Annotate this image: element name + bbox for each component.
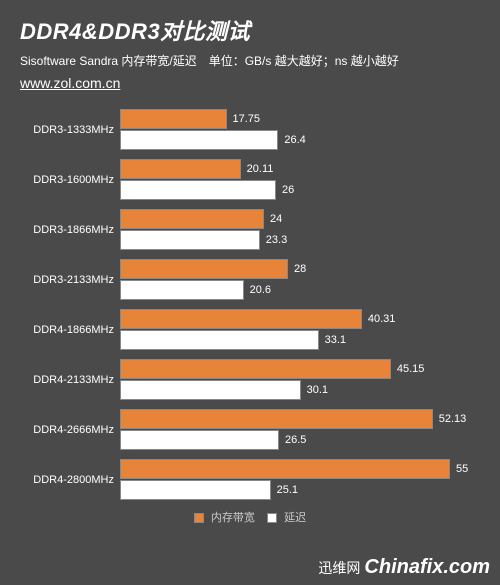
bar-value: 25.1 — [277, 484, 298, 496]
bar-value: 40.31 — [368, 313, 396, 325]
chart-row: DDR4-2800MHz 55 25.1 — [20, 459, 480, 501]
legend-label-1: 延迟 — [284, 512, 306, 524]
legend-swatch-white — [267, 513, 277, 523]
bar-bandwidth — [120, 209, 264, 229]
category-label: DDR3-1866MHz — [20, 224, 120, 236]
watermark: 迅维网Chinafix.com — [318, 556, 490, 579]
bar-value: 20.6 — [250, 284, 271, 296]
chart-title: DDR4&DDR3对比测试 — [20, 14, 480, 46]
chart-row: DDR4-2133MHz 45.15 30.1 — [20, 359, 480, 401]
bar-value: 23.3 — [266, 234, 287, 246]
bar-value: 24 — [270, 213, 282, 225]
category-label: DDR3-1333MHz — [20, 124, 120, 136]
bar-value: 52.13 — [439, 413, 467, 425]
bar-value: 26 — [282, 184, 294, 196]
bar-value: 20.11 — [247, 163, 274, 175]
bar-bandwidth — [120, 159, 241, 179]
bar-latency — [120, 180, 276, 200]
bar-bandwidth — [120, 309, 362, 329]
bar-value: 28 — [294, 263, 306, 275]
bar-value: 45.15 — [397, 363, 425, 375]
bar-latency — [120, 330, 319, 350]
chart-row: DDR4-1866MHz 40.31 33.1 — [20, 309, 480, 351]
bar-group: 28 20.6 — [120, 259, 480, 301]
bar-value: 33.1 — [325, 334, 346, 346]
bar-latency — [120, 380, 301, 400]
bar-latency — [120, 130, 278, 150]
bar-value: 26.4 — [284, 134, 305, 146]
header: DDR4&DDR3对比测试 Sisoftware Sandra 内存带宽/延迟 … — [0, 0, 500, 99]
chart-row: DDR3-2133MHz 28 20.6 — [20, 259, 480, 301]
legend: 内存带宽 延迟 — [0, 509, 500, 525]
bar-latency — [120, 230, 260, 250]
bar-group: 55 25.1 — [120, 459, 480, 501]
bar-group: 40.31 33.1 — [120, 309, 480, 351]
bar-bandwidth — [120, 359, 391, 379]
bar-latency — [120, 430, 279, 450]
watermark-en: Chinafix.com — [364, 556, 490, 578]
bar-group: 45.15 30.1 — [120, 359, 480, 401]
category-label: DDR4-1866MHz — [20, 324, 120, 336]
bar-value: 55 — [456, 463, 468, 475]
bar-bandwidth — [120, 459, 450, 479]
bar-value: 17.75 — [233, 113, 261, 125]
chart-subtitle: Sisoftware Sandra 内存带宽/延迟 单位：GB/s 越大越好；n… — [20, 52, 480, 69]
category-label: DDR4-2133MHz — [20, 374, 120, 386]
bar-group: 24 23.3 — [120, 209, 480, 251]
category-label: DDR3-1600MHz — [20, 174, 120, 186]
bar-group: 17.75 26.4 — [120, 109, 480, 151]
bar-group: 20.11 26 — [120, 159, 480, 201]
bar-value: 26.5 — [285, 434, 306, 446]
bar-latency — [120, 280, 244, 300]
chart-row: DDR3-1866MHz 24 23.3 — [20, 209, 480, 251]
legend-swatch-orange — [194, 513, 204, 523]
bar-group: 52.13 26.5 — [120, 409, 480, 451]
category-label: DDR4-2800MHz — [20, 474, 120, 486]
bar-chart: DDR3-1333MHz 17.75 26.4 DDR3-1600MHz 20.11 26… — [0, 99, 500, 501]
category-label: DDR3-2133MHz — [20, 274, 120, 286]
chart-row: DDR4-2666MHz 52.13 26.5 — [20, 409, 480, 451]
bar-bandwidth — [120, 109, 227, 129]
chart-row: DDR3-1600MHz 20.11 26 — [20, 159, 480, 201]
watermark-cn: 迅维网 — [318, 560, 360, 576]
bar-value: 30.1 — [307, 384, 328, 396]
source-url: www.zol.com.cn — [20, 75, 480, 91]
bar-bandwidth — [120, 259, 288, 279]
bar-bandwidth — [120, 409, 433, 429]
chart-row: DDR3-1333MHz 17.75 26.4 — [20, 109, 480, 151]
category-label: DDR4-2666MHz — [20, 424, 120, 436]
legend-label-0: 内存带宽 — [211, 512, 255, 524]
bar-latency — [120, 480, 271, 500]
